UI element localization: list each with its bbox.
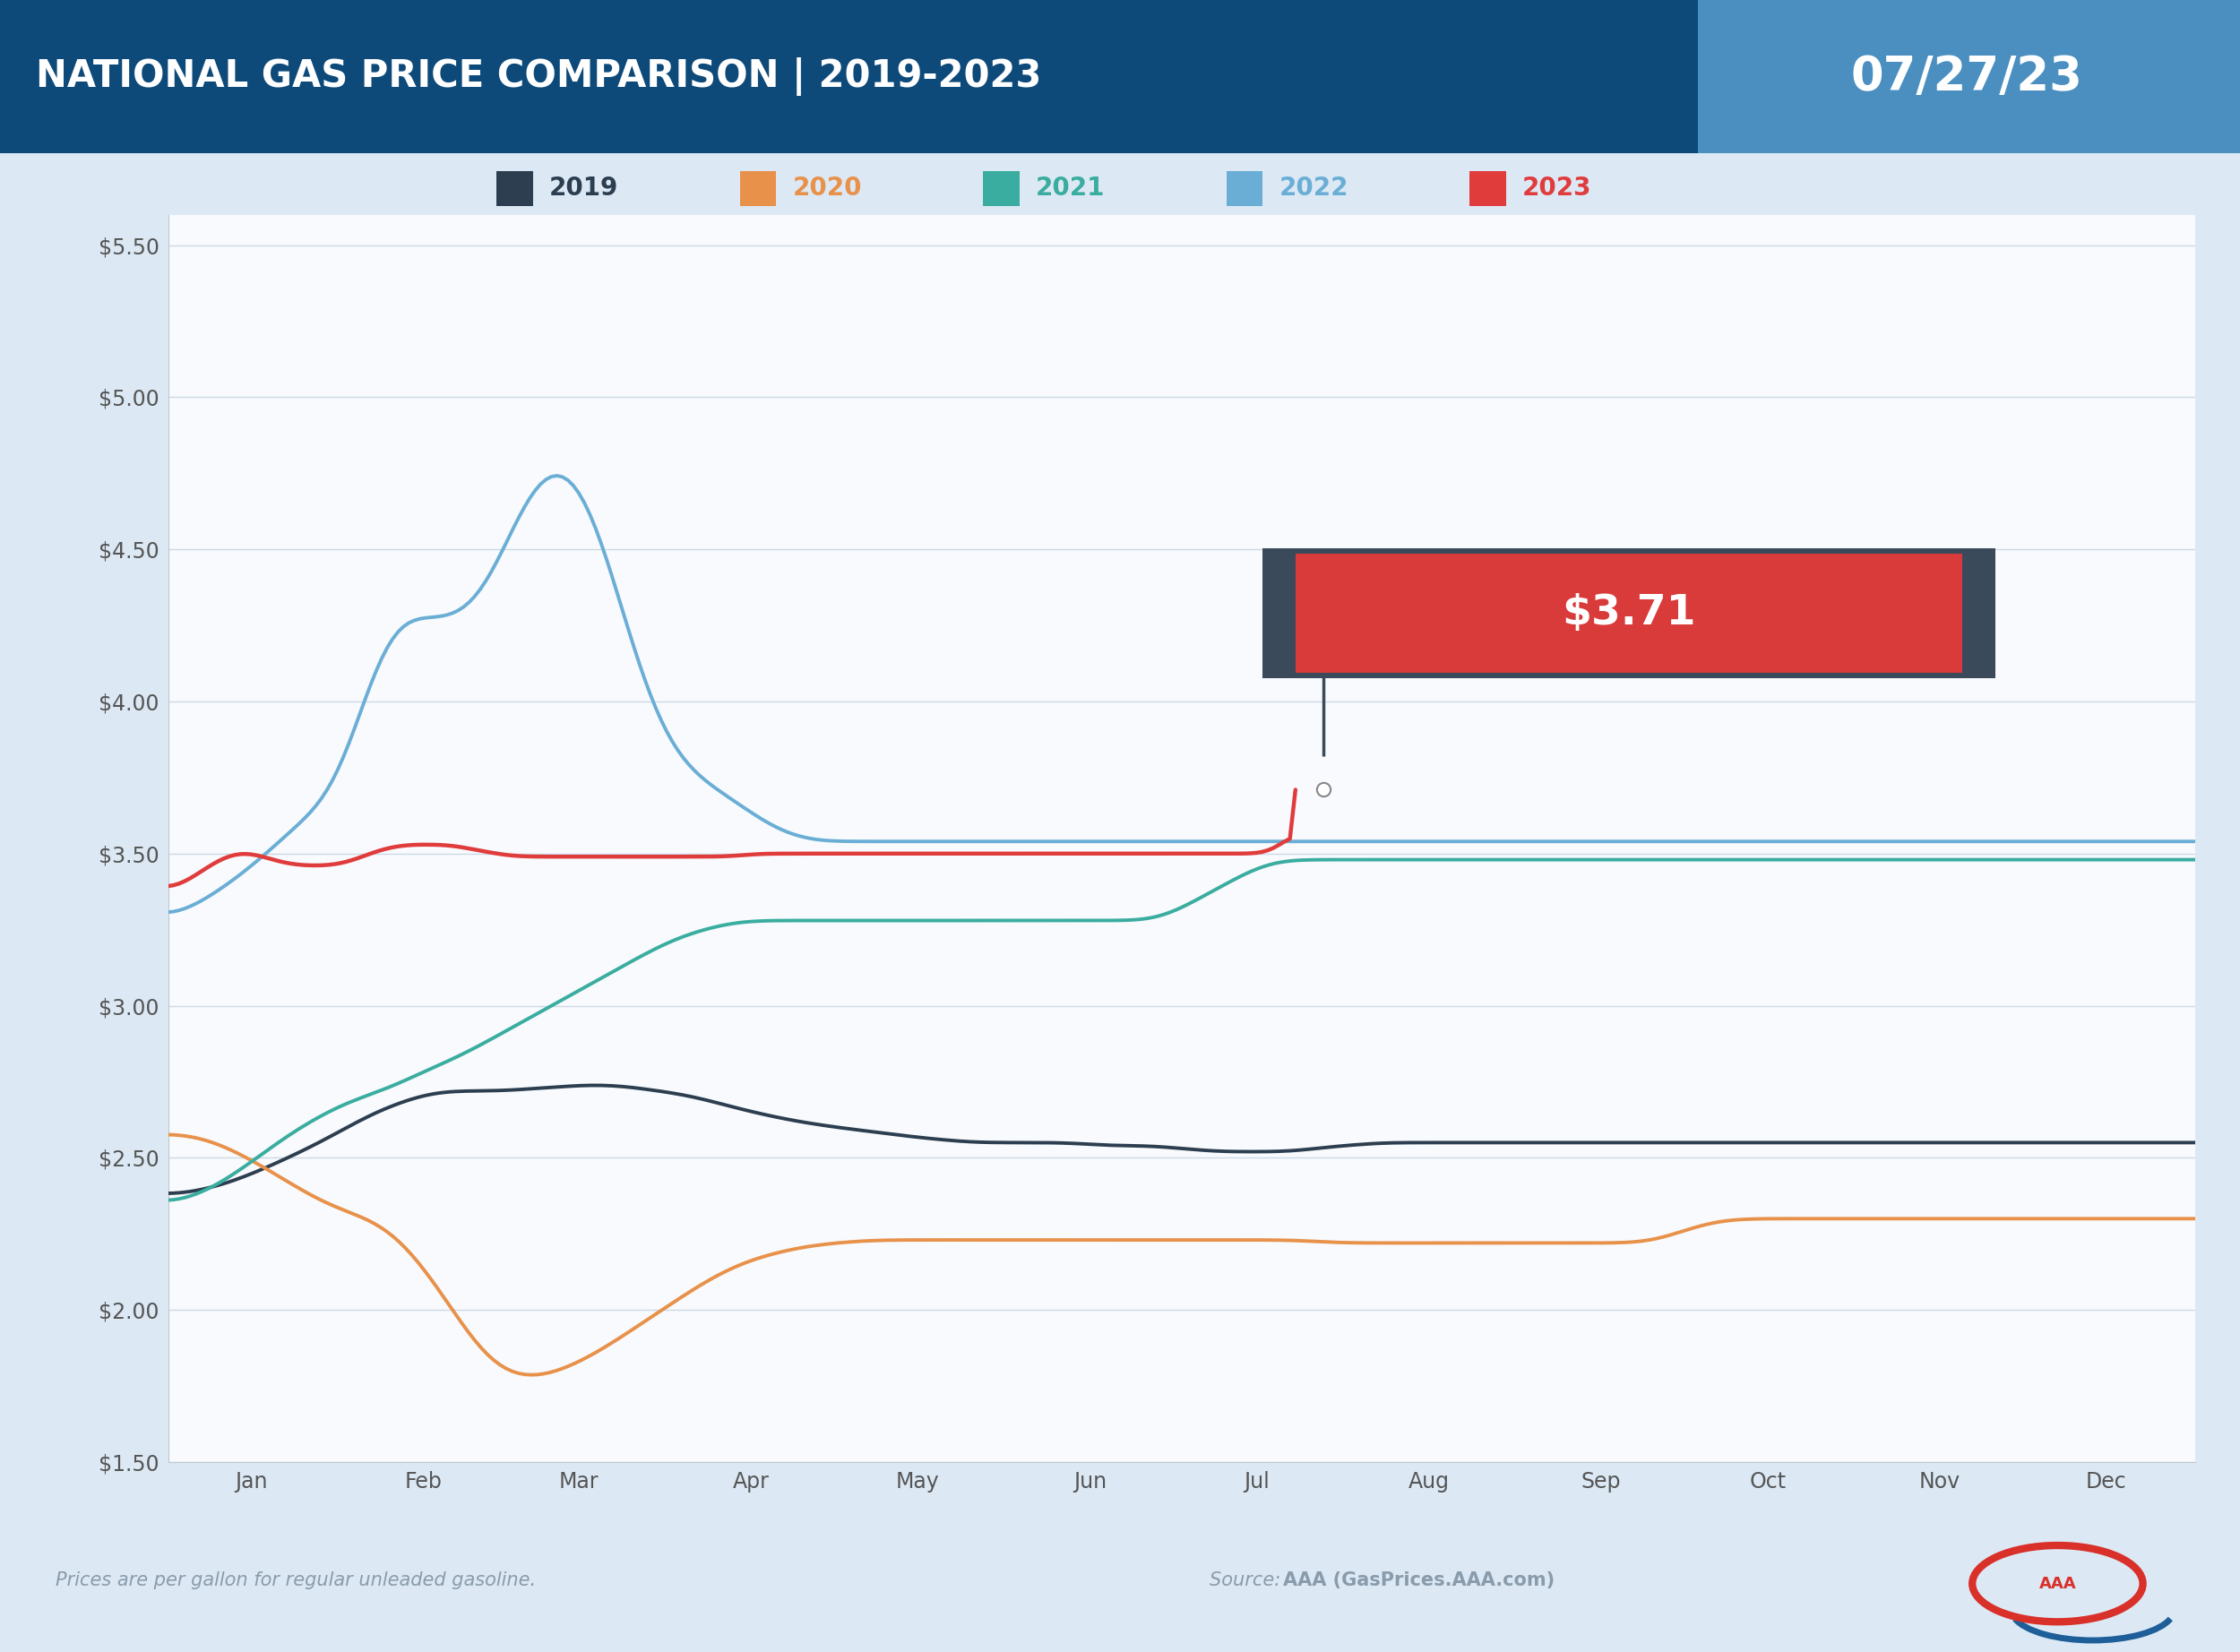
Text: 2021: 2021 — [1035, 175, 1104, 202]
Text: 07/27/23: 07/27/23 — [1850, 53, 2083, 101]
FancyBboxPatch shape — [1261, 548, 1996, 677]
Text: 2023: 2023 — [1523, 175, 1593, 202]
Text: Source:: Source: — [1210, 1571, 1286, 1589]
Text: 2022: 2022 — [1279, 175, 1348, 202]
Text: AAA (GasPrices.AAA.com): AAA (GasPrices.AAA.com) — [1284, 1571, 1555, 1589]
FancyBboxPatch shape — [1225, 170, 1263, 206]
FancyBboxPatch shape — [1698, 0, 2240, 154]
FancyBboxPatch shape — [0, 0, 1698, 154]
Text: $3.71: $3.71 — [1561, 593, 1696, 633]
FancyBboxPatch shape — [1295, 553, 1962, 672]
Text: AAA: AAA — [2038, 1576, 2076, 1591]
Text: 2020: 2020 — [793, 175, 862, 202]
FancyBboxPatch shape — [983, 170, 1019, 206]
Text: Prices are per gallon for regular unleaded gasoline.: Prices are per gallon for regular unlead… — [56, 1571, 535, 1589]
Text: NATIONAL GAS PRICE COMPARISON | 2019-2023: NATIONAL GAS PRICE COMPARISON | 2019-202… — [36, 58, 1042, 96]
FancyBboxPatch shape — [497, 170, 533, 206]
FancyBboxPatch shape — [1469, 170, 1505, 206]
FancyBboxPatch shape — [739, 170, 777, 206]
Text: 2019: 2019 — [549, 175, 618, 202]
